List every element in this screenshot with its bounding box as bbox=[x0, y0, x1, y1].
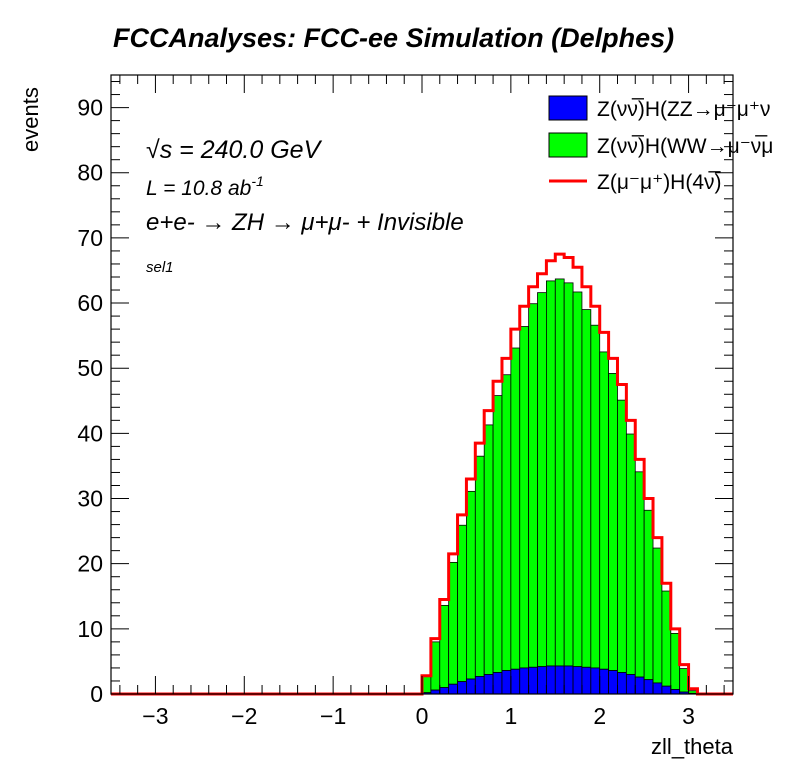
x-tick-label: −2 bbox=[231, 703, 257, 729]
bar-ww-bin bbox=[554, 278, 565, 667]
bar-zz-bin bbox=[634, 676, 645, 695]
bar-zz-bin bbox=[643, 679, 654, 695]
legend-swatch-green bbox=[548, 132, 588, 158]
lines-layer bbox=[111, 252, 733, 696]
y-tick-label: 20 bbox=[77, 551, 103, 577]
bar-zz-bin bbox=[483, 674, 494, 695]
bar-ww-bin bbox=[537, 292, 547, 668]
bar-zz-bin bbox=[474, 676, 485, 695]
x-tick-label: 2 bbox=[593, 703, 606, 729]
bar-zz-bin bbox=[457, 681, 467, 695]
bar-zz-bin bbox=[519, 667, 530, 695]
bar-zz-bin bbox=[563, 665, 574, 695]
bar-zz-bin bbox=[652, 682, 663, 695]
bar-ww-bin bbox=[466, 490, 476, 680]
bar-ww-bin bbox=[501, 374, 512, 671]
x-tick-label: 0 bbox=[416, 703, 429, 729]
bar-zz-bin bbox=[572, 666, 583, 695]
bar-ww-bin bbox=[519, 326, 530, 669]
luminosity-annotation: L = 10.8 ab-1 bbox=[146, 173, 264, 200]
bar-ww-bin bbox=[492, 395, 503, 673]
legend-label-ww: Z(νν̅)H(WW→μ⁻ν̅μ bbox=[597, 135, 773, 158]
bar-zz-bin bbox=[501, 670, 512, 695]
plot-frame bbox=[110, 74, 734, 695]
bar-ww-bin bbox=[590, 324, 601, 669]
y-tick-label: 40 bbox=[77, 420, 103, 446]
bar-ww-bin bbox=[581, 309, 592, 668]
bar-ww-bin bbox=[625, 433, 636, 675]
bar-zz-bin bbox=[439, 687, 450, 695]
y-tick-label: 30 bbox=[77, 486, 103, 512]
process-annotation: e+e- → ZH → μ+μ- + Invisible bbox=[146, 209, 464, 236]
bar-zz-bin bbox=[448, 683, 458, 695]
y-tick-label: 0 bbox=[90, 681, 103, 707]
x-tick-label: −1 bbox=[320, 703, 346, 729]
bar-zz-bin bbox=[581, 666, 592, 695]
x-tick-label: 1 bbox=[504, 703, 517, 729]
y-tick-label: 50 bbox=[77, 355, 103, 381]
bar-ww-bin bbox=[572, 291, 583, 668]
y-tick-label: 70 bbox=[77, 225, 103, 251]
bar-zz-bin bbox=[466, 678, 476, 695]
legend: Z(νν̅)H(ZZ→μ⁻μ⁺ν Z(νν̅)H(WW→μ⁻ν̅μ Z(μ⁻μ⁺… bbox=[548, 95, 773, 194]
luminosity-prefix: L = 10.8 ab bbox=[146, 177, 252, 200]
bar-ww-bin bbox=[617, 399, 627, 673]
bar-zz-bin bbox=[510, 668, 521, 695]
bar-zz-bin bbox=[608, 670, 618, 695]
x-tick-label: −3 bbox=[142, 703, 168, 729]
y-tick-label: 80 bbox=[77, 160, 103, 186]
bar-zz-bin bbox=[492, 672, 503, 695]
bar-ww-bin bbox=[528, 303, 538, 668]
bar-ww-bin bbox=[599, 351, 610, 670]
bar-ww-bin bbox=[510, 347, 521, 670]
luminosity-exponent: -1 bbox=[251, 173, 263, 189]
y-tick-label: 60 bbox=[77, 290, 103, 316]
bar-ww-bin bbox=[634, 471, 645, 678]
legend-label-zz: Z(νν̅)H(ZZ→μ⁻μ⁺ν bbox=[597, 98, 771, 121]
bar-zz-bin bbox=[599, 668, 610, 695]
legend-swatch-blue bbox=[548, 95, 588, 121]
legend-label-4nu: Z(μ⁻μ⁺)H(4ν̅) bbox=[597, 171, 722, 194]
bar-zz-bin bbox=[554, 665, 565, 695]
bar-zz-bin bbox=[670, 689, 681, 695]
energy-annotation: √s = 240.0 GeV bbox=[146, 136, 323, 164]
bar-ww-bin bbox=[608, 373, 618, 671]
selection-annotation: sel1 bbox=[146, 259, 174, 276]
bar-zz-bin bbox=[537, 666, 547, 695]
chart-title: FCCAnalyses: FCC-ee Simulation (Delphes) bbox=[113, 23, 674, 53]
bar-ww-bin bbox=[563, 282, 574, 667]
y-tick-label: 90 bbox=[77, 95, 103, 121]
bar-ww-bin bbox=[546, 280, 556, 667]
bar-ww-bin bbox=[474, 455, 485, 677]
y-axis-label: events bbox=[18, 87, 43, 152]
bars-layer bbox=[421, 278, 698, 695]
bar-zz-bin bbox=[661, 685, 672, 695]
x-tick-label: 3 bbox=[682, 703, 695, 729]
annotations: √s = 240.0 GeV L = 10.8 ab-1 e+e- → ZH →… bbox=[146, 136, 464, 276]
bar-ww-bin bbox=[483, 424, 494, 675]
bar-zz-bin bbox=[625, 674, 636, 695]
bar-zz-bin bbox=[546, 665, 556, 695]
y-tick-label: 10 bbox=[77, 616, 103, 642]
series-line-4nu bbox=[111, 252, 733, 696]
bar-zz-bin bbox=[590, 667, 601, 695]
bar-zz-bin bbox=[528, 666, 538, 695]
bar-zz-bin bbox=[617, 672, 627, 695]
x-axis-label: zll_theta bbox=[651, 734, 734, 759]
